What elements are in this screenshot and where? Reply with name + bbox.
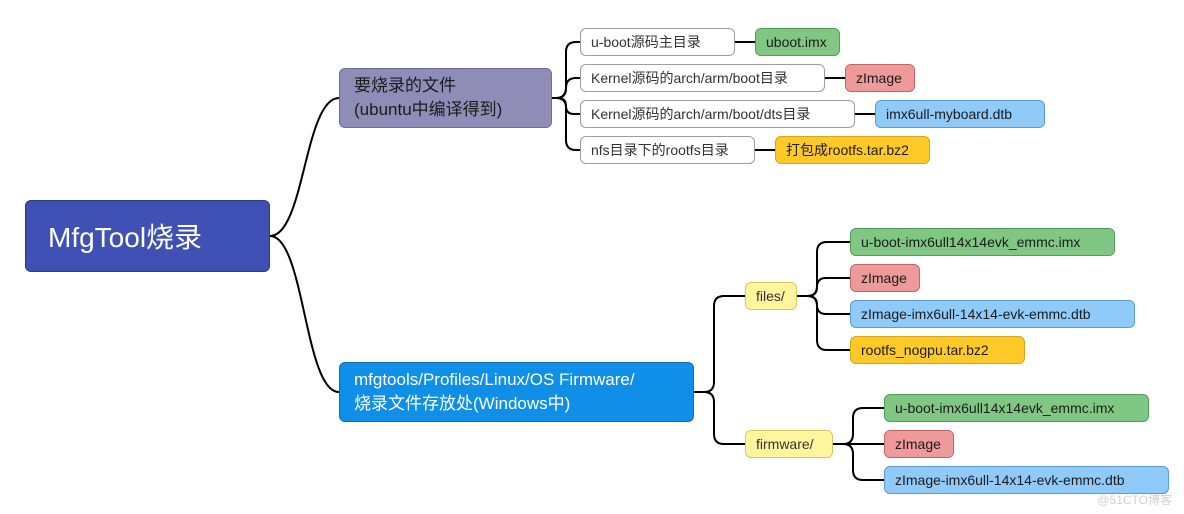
mindmap-node: 要烧录的文件(ubuntu中编译得到) <box>339 68 552 128</box>
mindmap-node: rootfs_nogpu.tar.bz2 <box>850 336 1025 364</box>
connector <box>797 242 850 296</box>
connector <box>797 278 850 296</box>
mindmap-node: u-boot-imx6ull14x14evk_emmc.imx <box>884 394 1149 422</box>
mindmap-node: zImage <box>850 264 920 292</box>
node-line: (ubuntu中编译得到) <box>354 98 502 122</box>
connector <box>797 296 850 350</box>
connector <box>552 78 580 98</box>
connector <box>552 98 580 150</box>
mindmap-node: zImage <box>845 64 915 92</box>
mindmap-node: u-boot源码主目录 <box>580 28 735 56</box>
mindmap-node: zImage <box>884 430 954 458</box>
mindmap-node: Kernel源码的arch/arm/boot目录 <box>580 64 825 92</box>
connector <box>270 236 339 392</box>
mindmap-node: firmware/ <box>745 430 833 458</box>
node-line: 烧录文件存放处(Windows中) <box>354 392 635 416</box>
mindmap-node: imx6ull-myboard.dtb <box>875 100 1045 128</box>
mindmap-node: Kernel源码的arch/arm/boot/dts目录 <box>580 100 855 128</box>
connector <box>270 98 339 236</box>
mindmap-node: files/ <box>745 282 797 310</box>
node-line: mfgtools/Profiles/Linux/OS Firmware/ <box>354 368 635 392</box>
mindmap-node: uboot.imx <box>755 28 840 56</box>
mindmap-node: u-boot-imx6ull14x14evk_emmc.imx <box>850 228 1115 256</box>
connector <box>552 98 580 114</box>
mindmap-node: zImage-imx6ull-14x14-evk-emmc.dtb <box>850 300 1135 328</box>
mindmap-node: nfs目录下的rootfs目录 <box>580 136 755 164</box>
mindmap-node: zImage-imx6ull-14x14-evk-emmc.dtb <box>884 466 1169 494</box>
mindmap-node: MfgTool烧录 <box>25 200 270 272</box>
mindmap-node: 打包成rootfs.tar.bz2 <box>775 136 930 164</box>
node-line: 要烧录的文件 <box>354 74 502 98</box>
connector <box>833 408 884 444</box>
connector <box>833 444 884 480</box>
connector <box>797 296 850 314</box>
connector <box>552 42 580 98</box>
mindmap-node: mfgtools/Profiles/Linux/OS Firmware/烧录文件… <box>339 362 694 422</box>
connector <box>694 296 745 392</box>
connector <box>694 392 745 444</box>
